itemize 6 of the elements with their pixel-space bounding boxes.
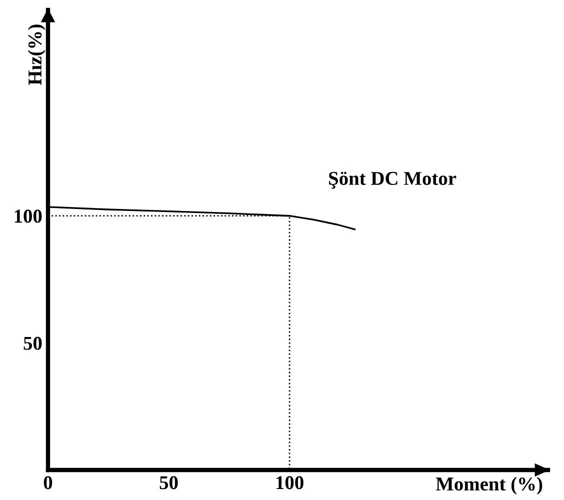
x-tick-label: 50 — [160, 476, 178, 490]
x-tick-label: 0 — [44, 476, 52, 490]
x-tick-label: 100 — [276, 476, 304, 490]
y-axis-title: Hız(%) — [28, 24, 46, 86]
annotation: Şönt DC Motor — [329, 172, 456, 189]
x-axis-title: Moment (%) — [436, 476, 542, 495]
